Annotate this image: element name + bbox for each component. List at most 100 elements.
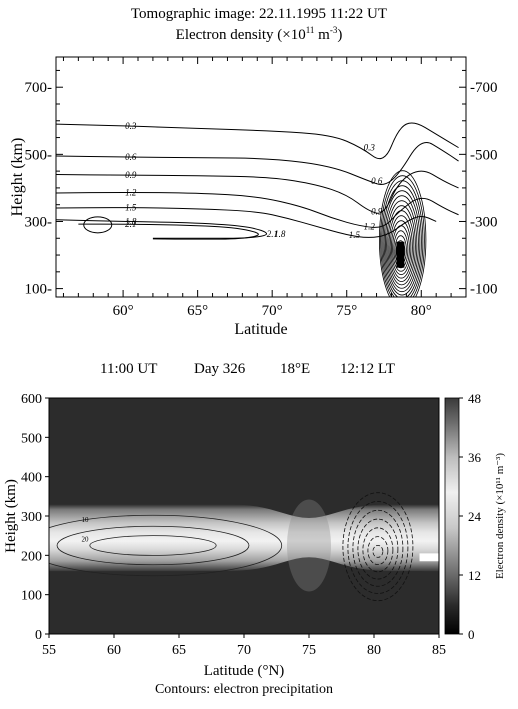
contour-label: 0.3 (364, 143, 376, 153)
contour-label: 1.5 (125, 202, 137, 212)
contour-label: 0.9 (371, 206, 383, 216)
subtitle-exponent: 11 (305, 25, 315, 35)
x-tick-label: 65° (187, 303, 208, 319)
band-pinch-shade (287, 499, 331, 592)
x-tick-label: 55 (42, 643, 56, 658)
header-time: 11:00 UT (100, 361, 158, 377)
precipitation-contour (49, 514, 283, 577)
contour-label: 0.3 (125, 121, 137, 131)
x-tick-label: 85 (432, 643, 446, 658)
contour-line (56, 170, 459, 214)
contour-cluster-ring (380, 175, 425, 297)
contour-line (56, 191, 459, 228)
precipitation-contour-right (362, 527, 394, 573)
contour-cluster-ring (393, 230, 409, 269)
y-axis-label: Height (km) (3, 479, 19, 553)
x-tick-label: 70 (237, 643, 251, 658)
y-axis-label: Height (km) (9, 138, 26, 217)
subtitle-prefix: Electron density (×10 (175, 27, 306, 43)
precipitation-contour-right (357, 518, 399, 580)
y-tick-label: 600 (21, 392, 42, 407)
y-tick-label: 100- (25, 282, 53, 298)
x-tick-label: 80° (411, 303, 432, 319)
y-tick-label: 300 (21, 510, 42, 525)
colorbar-tick-label: 36 (468, 450, 482, 465)
contour-cluster-ring (390, 220, 412, 276)
colorbar-tick-label: 24 (468, 509, 482, 524)
contour-group (56, 122, 459, 297)
contour-label: 1.2 (125, 187, 137, 197)
contour-cluster-ring (379, 170, 427, 297)
contour-label: 1.8 (125, 216, 137, 226)
contour-cluster-ring (382, 185, 422, 297)
colorbar-tick-label: 12 (468, 568, 481, 583)
y-tick-label-right: -500 (470, 147, 498, 163)
subtitle-unit-exponent: -3 (329, 25, 338, 35)
precipitation-contour-right (367, 536, 389, 566)
contour-cluster-ring (381, 180, 424, 297)
contour-cluster-ring (388, 210, 415, 282)
x-tick-label: 80 (367, 643, 381, 658)
header-day: Day 326 (194, 361, 246, 377)
y-tick-label-right: -100 (470, 282, 498, 298)
precipitation-contour-right (347, 501, 409, 594)
bright-spot (419, 553, 439, 562)
contour-line (56, 141, 459, 185)
y-tick-label: 300- (25, 214, 53, 230)
y-tick-label: 500- (25, 147, 53, 163)
contour-label: 2.1 (267, 229, 278, 239)
colorbar-label: Electron density (×10¹¹ m⁻³) (494, 453, 506, 579)
contour-label: 0.6 (125, 152, 137, 162)
precipitation-contour-right (372, 544, 384, 558)
contour-label: 1.8 (274, 229, 286, 239)
x-tick-label: 60 (107, 643, 121, 658)
y-tick-label: 0 (35, 628, 42, 643)
x-tick-label: 70° (262, 303, 283, 319)
contour-cluster-ring (386, 200, 418, 289)
y-tick-label-right: -300 (470, 214, 498, 230)
precipitation-contour (56, 525, 250, 566)
contour-label-20: 20 (82, 536, 90, 544)
x-tick-label: 65 (172, 643, 186, 658)
x-axis-label: Latitude (234, 321, 287, 338)
contour-label: 0.9 (125, 170, 137, 180)
y-tick-label: 200 (21, 549, 42, 564)
contour-label-10: 10 (82, 516, 90, 524)
subtitle-unit: m (314, 27, 330, 43)
contour-cluster-ring (387, 205, 416, 286)
contour-label: 2.1 (125, 219, 136, 229)
contour-label: 0.6 (371, 176, 383, 186)
x-tick-label: 60° (113, 303, 134, 319)
y-tick-label-right: -700 (470, 80, 498, 96)
contour-cluster-ring (389, 215, 413, 279)
contour-cluster-core (396, 241, 405, 268)
top-chart-subtitle: Electron density (×1011 m-3) (0, 25, 518, 44)
top-chart-title: Tomographic image: 22.11.1995 11:22 UT (130, 6, 388, 22)
contour-cluster-ring (392, 225, 410, 272)
header-local-time: 12:12 LT (340, 361, 395, 377)
header-longitude: 18°E (280, 361, 311, 377)
subtitle-suffix: ) (337, 27, 343, 43)
colorbar-tick-label: 48 (468, 391, 481, 406)
colorbar-tick-label: 0 (468, 627, 475, 642)
contour-label: 1.2 (364, 222, 376, 232)
y-tick-label: 500 (21, 431, 42, 446)
heatmap-group (49, 492, 439, 602)
x-tick-label: 75° (336, 303, 357, 319)
x-tick-label: 75 (302, 643, 316, 658)
electron-density-heatmap-chart: 10 20 55 60 65 70 75 80 85 0 100 200 300 400 500 600 Lat… (3, 391, 506, 697)
y-tick-label: 100 (21, 589, 42, 604)
contour-line (56, 219, 268, 239)
y-tick-label: 400 (21, 471, 42, 486)
contour-line (56, 207, 437, 238)
contour-cluster-ring (384, 195, 419, 293)
contour-line (56, 122, 459, 160)
contour-closed-loop (83, 216, 113, 234)
precipitation-contour-right (352, 509, 404, 587)
density-band (49, 504, 439, 572)
contour-line (78, 223, 259, 240)
precipitation-contour-right (342, 492, 414, 602)
colorbar (444, 397, 460, 635)
x-axis-label: Latitude (°N) (204, 663, 285, 679)
precipitation-contour (89, 535, 217, 556)
